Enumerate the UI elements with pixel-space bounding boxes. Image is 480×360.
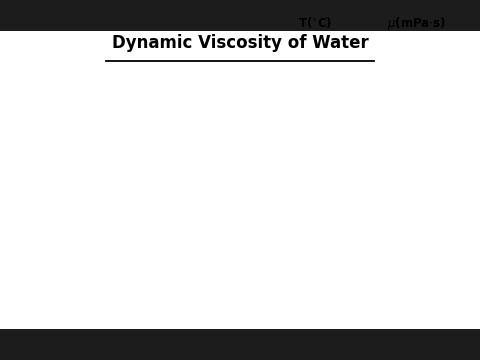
Text: 90: 90 [308, 273, 322, 282]
Text: $\mu$(mPa$\cdot$s): $\mu$(mPa$\cdot$s) [387, 15, 446, 32]
Text: 0.5471: 0.5471 [397, 173, 436, 183]
Text: T: T [246, 303, 254, 316]
Text: 0.7978: 0.7978 [397, 123, 436, 133]
Text: ~1.8: ~1.8 [403, 48, 430, 58]
Text: 0.3150: 0.3150 [397, 273, 436, 282]
Text: 10: 10 [308, 73, 322, 83]
Text: 0.4658: 0.4658 [397, 198, 436, 208]
Text: 0.2822: 0.2822 [397, 297, 436, 307]
Text: $\mathcal{R}e\ =\ \dfrac{\rho v \mathbf{D}}{\mu}$: $\mathcal{R}e\ =\ \dfrac{\rho v \mathbf{… [79, 91, 179, 132]
Text: 1.002: 1.002 [400, 98, 432, 108]
Text: 20: 20 [308, 98, 322, 108]
Text: 40: 40 [308, 148, 322, 158]
Text: Dynamic Viscosity of Water: Dynamic Viscosity of Water [112, 34, 368, 52]
Text: 0.3550: 0.3550 [397, 247, 436, 257]
Text: 30: 30 [308, 123, 322, 133]
Text: mPa·s: mPa·s [13, 63, 47, 73]
Text: 0: 0 [312, 48, 318, 58]
Text: 50: 50 [308, 173, 322, 183]
Text: 80: 80 [308, 247, 322, 257]
Text: 60: 60 [308, 198, 322, 208]
Text: T($^{\circ}$C): T($^{\circ}$C) [298, 15, 332, 30]
Text: 70: 70 [308, 222, 322, 233]
Text: 0.4044: 0.4044 [397, 222, 436, 233]
Text: 0.6531: 0.6531 [397, 148, 436, 158]
Text: 100: 100 [304, 297, 325, 307]
Text: 1.308: 1.308 [400, 73, 432, 83]
